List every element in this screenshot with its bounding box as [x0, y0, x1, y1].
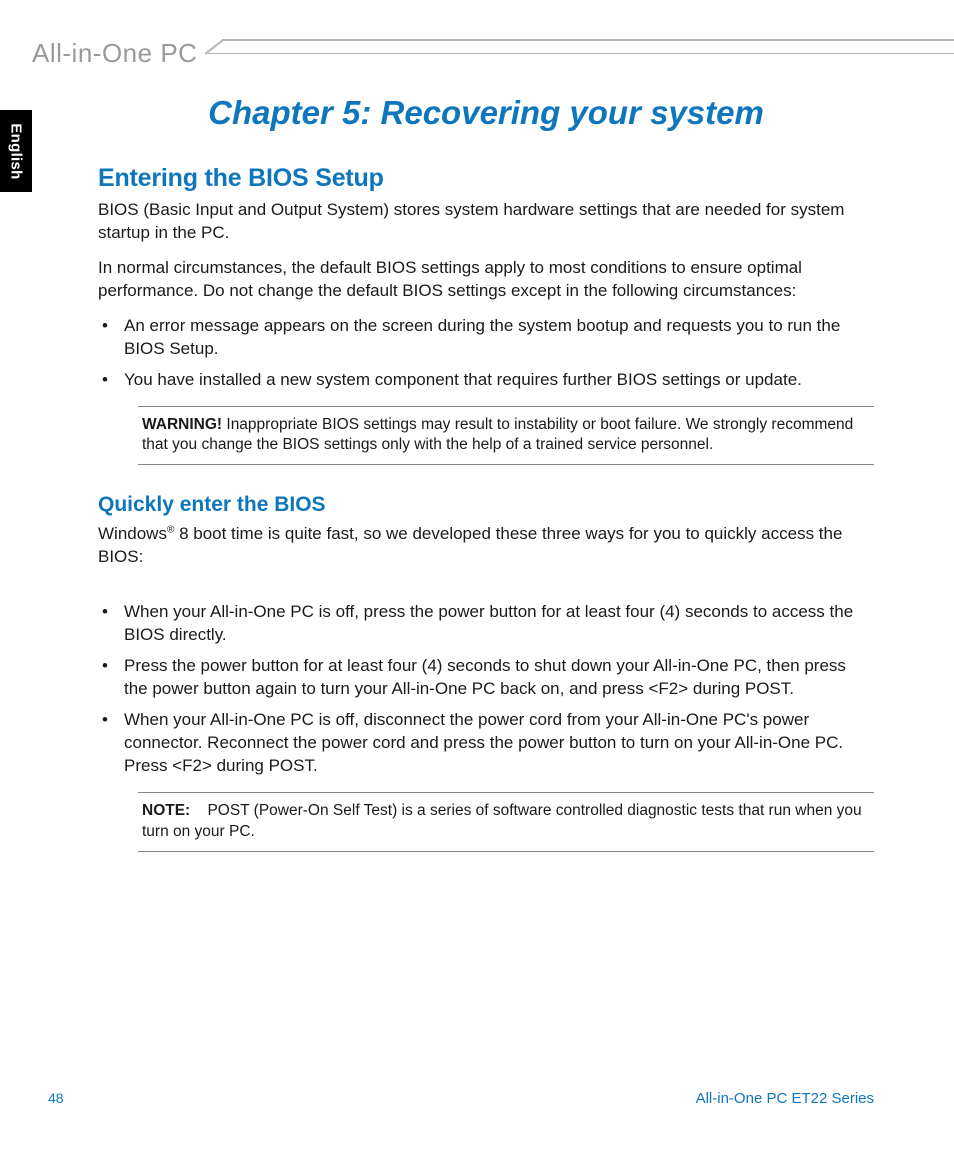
section-heading-bios-setup: Entering the BIOS Setup	[98, 164, 874, 193]
series-label: All-in-One PC ET22 Series	[696, 1090, 874, 1107]
list-item: You have installed a new system componen…	[98, 369, 874, 392]
list-item: Press the power button for at least four…	[98, 655, 874, 701]
page-number: 48	[48, 1090, 64, 1106]
list-item: An error message appears on the screen d…	[98, 315, 874, 361]
page-content: Chapter 5: Recovering your system Enteri…	[98, 90, 874, 860]
para-fragment: Windows	[98, 524, 167, 543]
warning-text: Inappropriate BIOS settings may result t…	[142, 416, 853, 454]
body-paragraph: In normal circumstances, the default BIO…	[98, 257, 874, 303]
page-footer: 48 All-in-One PC ET22 Series	[48, 1090, 874, 1107]
list-item: When your All-in-One PC is off, press th…	[98, 601, 874, 647]
language-tab: English	[0, 110, 32, 192]
language-label: English	[8, 123, 25, 179]
warning-label: WARNING!	[142, 416, 222, 433]
note-text: POST (Power-On Self Test) is a series of…	[142, 802, 862, 840]
body-paragraph: BIOS (Basic Input and Output System) sto…	[98, 199, 874, 245]
para-fragment: 8 boot time is quite fast, so we develop…	[98, 524, 842, 566]
body-paragraph: Windows® 8 boot time is quite fast, so w…	[98, 523, 874, 569]
header-rule	[205, 53, 954, 55]
bullet-list: An error message appears on the screen d…	[98, 315, 874, 392]
note-box: NOTE: POST (Power-On Self Test) is a ser…	[138, 792, 874, 852]
warning-box: WARNING! Inappropriate BIOS settings may…	[138, 406, 874, 466]
list-item: When your All-in-One PC is off, disconne…	[98, 709, 874, 778]
page-header: All-in-One PC	[0, 38, 954, 69]
bullet-list: When your All-in-One PC is off, press th…	[98, 601, 874, 778]
chapter-title: Chapter 5: Recovering your system	[98, 94, 874, 132]
note-label: NOTE:	[142, 802, 190, 819]
section-heading-quick-bios: Quickly enter the BIOS	[98, 493, 874, 517]
product-line-title: All-in-One PC	[32, 38, 197, 69]
